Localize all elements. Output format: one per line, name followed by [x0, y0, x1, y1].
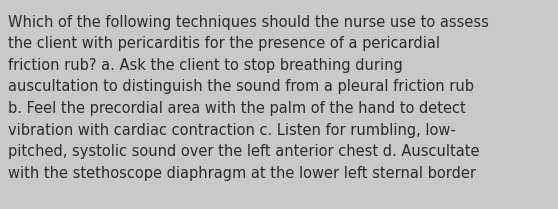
Text: Which of the following techniques should the nurse use to assess
the client with: Which of the following techniques should… [8, 15, 489, 181]
